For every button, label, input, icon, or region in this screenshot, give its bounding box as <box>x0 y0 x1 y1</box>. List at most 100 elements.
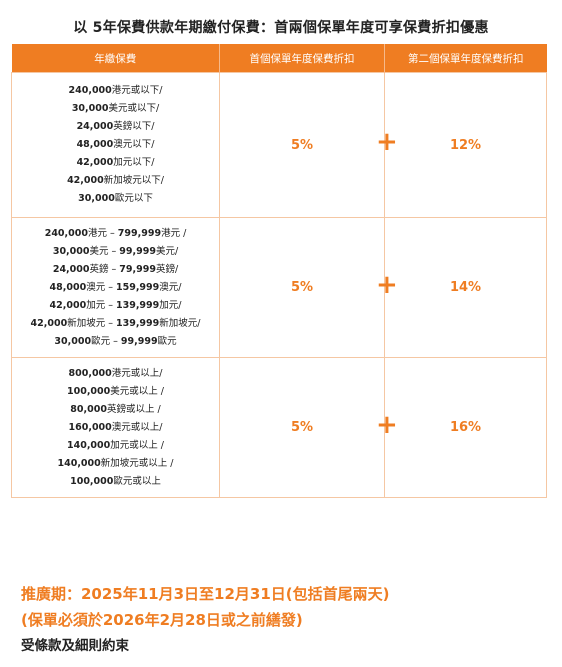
premium-currency-text: 澳元以下/ <box>113 139 155 150</box>
premium-amount: 30,000 <box>71 103 109 114</box>
promotion-period-dates: 推廣期：2025年11月3日至12月31日(包括首尾兩天) <box>21 585 390 603</box>
premium-currency-text: 歐元或以上 <box>113 475 161 487</box>
premium-amount: 30,000 <box>52 245 90 257</box>
premium-range-line: 100,000歐元或以上 <box>12 473 219 491</box>
premium-currency-text: 加元或以上 / <box>110 439 164 451</box>
premium-range-cell: 240,000港元 – 799,999港元 /30,000美元 – 99,999… <box>11 217 220 358</box>
second-year-discount-value: 16% <box>449 420 482 435</box>
premium-amount: 159,999 <box>115 281 160 293</box>
premium-amount: 42,000 <box>49 299 87 311</box>
premium-currency-text: 港元或以上/ <box>111 367 163 379</box>
premium-amount: 240,000 <box>44 227 88 239</box>
premium-range-line: 100,000美元或以上 / <box>12 383 219 401</box>
premium-currency-text: 美元 – <box>89 245 120 257</box>
table-row: 240,000港元或以下/30,000美元或以下/24,000英鎊以下/48,0… <box>11 72 547 218</box>
premium-amount: 139,999 <box>115 317 160 329</box>
premium-currency-text: 新加坡元 – <box>67 317 116 329</box>
first-year-discount-value: 5% <box>290 280 314 295</box>
premium-currency-text: 歐元 – <box>91 335 121 347</box>
premium-amount: 139,999 <box>115 299 160 311</box>
promotion-period: 推廣期：2025年11月3日至12月31日(包括首尾兩天) (保單必須於2026… <box>21 581 390 633</box>
premium-currency-text: 加元/ <box>159 299 182 311</box>
premium-currency-text: 歐元 <box>157 335 177 347</box>
premium-currency-text: 英鎊/ <box>155 263 179 275</box>
premium-currency-text: 港元 – <box>87 227 118 239</box>
premium-range-line: 42,000加元 – 139,999加元/ <box>12 297 219 315</box>
premium-amount: 160,000 <box>68 421 112 433</box>
premium-amount: 79,999 <box>119 263 156 275</box>
premium-range-line: 42,000新加坡元 – 139,999新加坡元/ <box>12 315 219 333</box>
header-annual-premium: 年繳保費 <box>11 44 220 73</box>
premium-currency-text: 英鎊或以上 / <box>106 403 161 415</box>
premium-amount: 800,000 <box>68 367 112 379</box>
premium-amount: 48,000 <box>76 139 114 150</box>
premium-amount: 100,000 <box>70 475 114 487</box>
premium-currency-text: 港元 / <box>161 227 187 239</box>
premium-amount: 100,000 <box>66 385 111 397</box>
premium-amount: 30,000 <box>78 193 115 204</box>
premium-range-line: 140,000新加坡元或以上 / <box>12 455 219 473</box>
premium-currency-text: 加元以下/ <box>113 157 155 168</box>
premium-amount: 80,000 <box>70 403 107 415</box>
premium-currency-text: 港元或以下/ <box>111 85 163 96</box>
table-row: 800,000港元或以上/100,000美元或以上 /80,000英鎊或以上 /… <box>11 357 547 498</box>
premium-range-cell: 800,000港元或以上/100,000美元或以上 /80,000英鎊或以上 /… <box>11 357 220 498</box>
second-year-discount-value: 12% <box>449 137 482 153</box>
premium-amount: 24,000 <box>76 121 114 132</box>
premium-currency-text: 美元或以下/ <box>108 103 160 114</box>
premium-range-line: 800,000港元或以上/ <box>12 365 219 383</box>
table-row: 240,000港元 – 799,999港元 /30,000美元 – 99,999… <box>11 217 547 358</box>
premium-range-line: 240,000港元 – 799,999港元 / <box>12 225 219 243</box>
first-year-discount-value: 5% <box>290 420 314 435</box>
premium-range-line: 42,000加元以下/ <box>12 154 219 172</box>
premium-range-line: 140,000加元或以上 / <box>12 437 219 455</box>
first-year-discount-cell: 5% <box>219 72 385 218</box>
header-first-year-discount: 首個保單年度保費折扣 <box>219 44 385 73</box>
premium-range-line: 80,000英鎊或以上 / <box>12 401 219 419</box>
second-year-discount-cell: +16% <box>376 357 547 498</box>
premium-amount: 140,000 <box>66 439 111 451</box>
premium-amount: 240,000 <box>68 85 112 96</box>
premium-range-line: 24,000英鎊以下/ <box>12 118 219 136</box>
premium-range-line: 30,000歐元 – 99,999歐元 <box>12 333 219 351</box>
first-year-discount-cell: 5% <box>219 217 385 358</box>
first-year-discount-value: 5% <box>290 137 314 153</box>
premium-currency-text: 新加坡元以下/ <box>103 175 164 186</box>
premium-currency-text: 英鎊 – <box>89 263 120 275</box>
premium-range-line: 160,000澳元或以上/ <box>12 419 219 437</box>
premium-amount: 99,999 <box>119 245 156 257</box>
second-year-discount-value: 14% <box>449 280 482 295</box>
premium-currency-text: 美元或以上 / <box>110 385 164 397</box>
second-year-discount-cell: +12% <box>376 72 547 218</box>
premium-amount: 42,000 <box>30 317 68 329</box>
premium-amount: 42,000 <box>76 157 114 168</box>
premium-range-line: 30,000美元或以下/ <box>12 100 219 118</box>
premium-currency-text: 美元/ <box>155 245 179 257</box>
premium-range-cell: 240,000港元或以下/30,000美元或以下/24,000英鎊以下/48,0… <box>11 72 220 218</box>
plus-icon: + <box>376 409 398 440</box>
second-year-discount-cell: +14% <box>376 217 547 358</box>
plus-icon: + <box>376 126 398 157</box>
premium-currency-text: 澳元 – <box>86 281 116 293</box>
premium-range-line: 48,000澳元 – 159,999澳元/ <box>12 279 219 297</box>
premium-currency-text: 新加坡元或以上 / <box>100 457 174 469</box>
premium-amount: 99,999 <box>120 335 158 347</box>
terms-notice: 受條款及細則約束 <box>21 638 129 654</box>
table-header-row: 年繳保費 首個保單年度保費折扣 第二個保單年度保費折扣 <box>11 44 547 73</box>
premium-range-line: 240,000港元或以下/ <box>12 82 219 100</box>
discount-table: 年繳保費 首個保單年度保費折扣 第二個保單年度保費折扣 240,000港元或以下… <box>11 44 547 498</box>
premium-currency-text: 加元 – <box>86 299 116 311</box>
premium-currency-text: 新加坡元/ <box>159 317 201 329</box>
premium-amount: 140,000 <box>57 457 101 469</box>
header-second-year-discount: 第二個保單年度保費折扣 <box>384 44 547 73</box>
premium-amount: 48,000 <box>49 281 87 293</box>
premium-currency-text: 英鎊以下/ <box>113 121 155 132</box>
premium-currency-text: 澳元或以上/ <box>111 421 163 433</box>
premium-range-line: 30,000歐元以下 <box>12 190 219 208</box>
plus-icon: + <box>376 269 398 300</box>
premium-amount: 30,000 <box>54 335 92 347</box>
premium-currency-text: 澳元/ <box>159 281 182 293</box>
premium-range-line: 42,000新加坡元以下/ <box>12 172 219 190</box>
premium-amount: 799,999 <box>117 227 162 239</box>
premium-range-line: 48,000澳元以下/ <box>12 136 219 154</box>
